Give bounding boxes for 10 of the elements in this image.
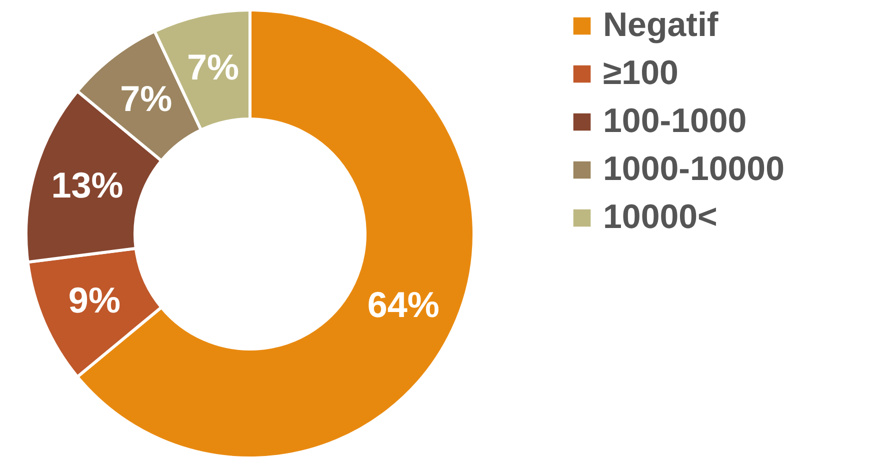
legend-label: 10000<	[603, 198, 718, 236]
legend-label: ≥100	[603, 54, 678, 92]
legend-label: Negatif	[603, 6, 719, 44]
legend-label: 100-1000	[603, 102, 747, 140]
data-label: 64%	[367, 284, 440, 326]
data-label: 9%	[68, 279, 120, 320]
data-label: 7%	[120, 78, 172, 120]
data-label: 13%	[51, 164, 124, 206]
legend-label: 1000-10000	[603, 150, 785, 188]
data-label: 7%	[187, 46, 240, 88]
